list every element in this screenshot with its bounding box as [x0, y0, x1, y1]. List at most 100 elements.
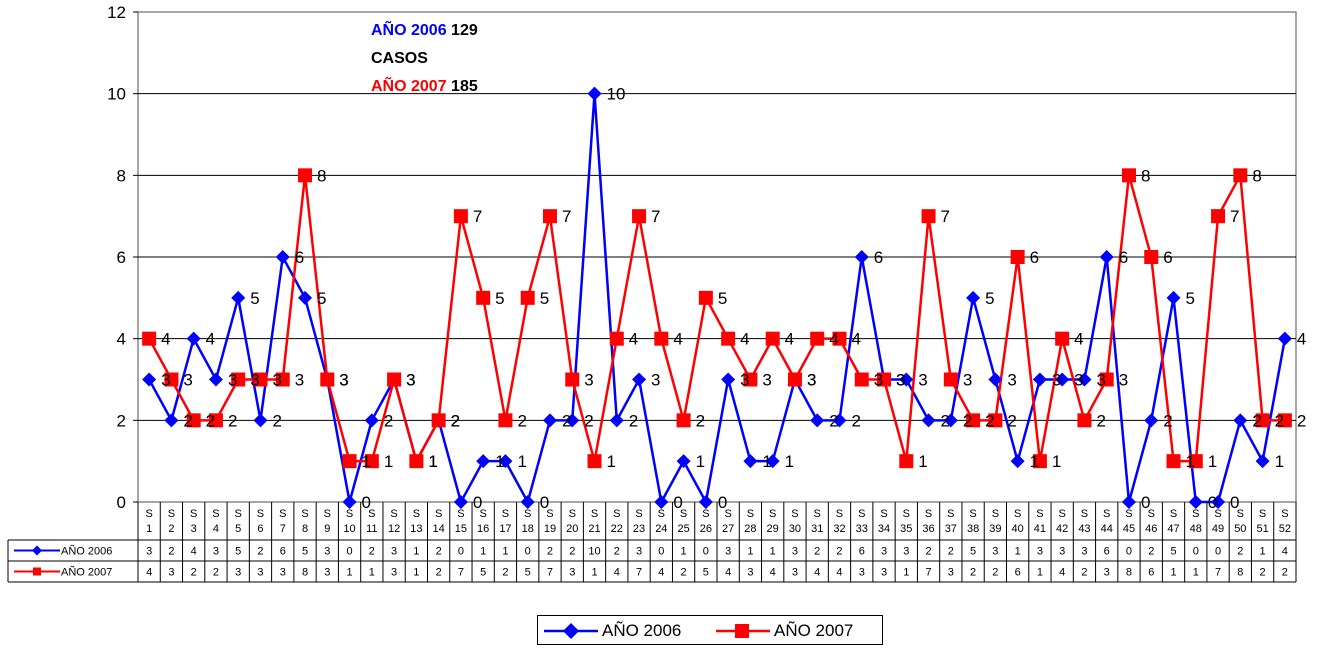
data-point	[743, 454, 758, 469]
data-point	[676, 454, 691, 469]
data-point	[1144, 250, 1159, 264]
table-cell-value: 2	[547, 546, 553, 558]
data-point	[721, 331, 736, 346]
annotation-2007: AÑO 2007 185	[371, 76, 478, 97]
table-cell-value: 5	[235, 546, 241, 558]
data-label: 1	[362, 452, 371, 471]
x-tick-label: S 22	[611, 508, 623, 535]
data-label: 2	[696, 411, 705, 430]
x-tick-label: S 30	[789, 508, 801, 535]
table-cell-value: 2	[681, 567, 687, 579]
x-tick-label: S 28	[744, 508, 756, 535]
data-label: 4	[851, 330, 860, 349]
table-cell-value: 2	[257, 546, 263, 558]
data-label: 5	[1186, 289, 1195, 308]
data-point	[298, 168, 313, 183]
data-label: 3	[807, 371, 816, 390]
data-label: 10	[607, 85, 626, 104]
x-tick-label: S 48	[1190, 508, 1202, 535]
table-cell-value: 2	[1237, 546, 1243, 558]
data-label: 4	[785, 330, 794, 349]
data-point	[810, 331, 825, 346]
table-cell-value: 2	[436, 546, 442, 558]
table-cell-value: 3	[725, 546, 731, 558]
data-point	[966, 290, 981, 305]
table-cell-value: 6	[1104, 546, 1110, 558]
data-label: 3	[295, 371, 304, 390]
data-label: 4	[629, 330, 638, 349]
data-label: 7	[1230, 207, 1239, 226]
data-point	[1099, 372, 1114, 387]
data-label: 8	[1252, 166, 1261, 185]
data-label: 4	[206, 330, 215, 349]
data-point	[231, 290, 246, 305]
table-cell-value: 1	[1037, 567, 1043, 579]
y-tick-label: 10	[107, 85, 126, 104]
table-cell-value: 2	[168, 546, 174, 558]
data-point	[1121, 495, 1136, 509]
x-tick-label: S 37	[945, 508, 957, 535]
data-point	[1277, 413, 1292, 428]
table-legend-marker	[33, 567, 41, 576]
legend-2007-label: AÑO 2007	[774, 621, 854, 640]
data-point	[1010, 250, 1025, 264]
table-cell-value: 7	[1215, 567, 1221, 579]
data-point	[810, 413, 825, 428]
table-cell-value: 3	[881, 546, 887, 558]
data-label: 4	[1297, 330, 1306, 349]
x-tick-label: S 49	[1212, 508, 1224, 535]
data-label: 0	[362, 493, 371, 512]
annotation-cases: CASOS	[371, 48, 428, 69]
table-cell-value: 2	[992, 567, 998, 579]
data-label: 3	[339, 371, 348, 390]
data-label: 2	[562, 411, 571, 430]
data-point	[654, 331, 669, 346]
table-cell-value: 2	[970, 567, 976, 579]
table-cell-value: 7	[925, 567, 931, 579]
data-point	[1277, 331, 1292, 346]
x-tick-label: S 14	[433, 508, 445, 535]
table-series-label: AÑO 2007	[61, 566, 112, 579]
data-point	[1188, 454, 1203, 469]
x-tick-label: S 29	[767, 508, 779, 535]
data-label: 1	[428, 452, 437, 471]
table-cell-value: 3	[1104, 567, 1110, 579]
y-tick-label: 6	[117, 248, 126, 267]
data-point	[698, 290, 713, 305]
data-point	[1233, 413, 1248, 428]
table-cell-value: 3	[792, 546, 798, 558]
table-cell-value: 0	[1215, 546, 1221, 558]
table-cell-value: 10	[588, 546, 600, 558]
data-label: 1	[1208, 452, 1217, 471]
data-label: 3	[1096, 371, 1105, 390]
data-point	[142, 372, 157, 387]
x-tick-label: S 10	[343, 508, 355, 535]
data-label: 2	[1297, 411, 1306, 430]
table-cell-value: 2	[1081, 567, 1087, 579]
table-legend-marker	[32, 545, 42, 556]
data-point	[1211, 209, 1226, 224]
table-cell-value: 0	[1126, 546, 1132, 558]
table-cell-value: 0	[458, 546, 464, 558]
table-cell-value: 2	[369, 546, 375, 558]
data-label: 3	[1052, 371, 1061, 390]
data-point	[1077, 372, 1092, 387]
data-point	[364, 413, 379, 428]
data-point	[1144, 413, 1159, 428]
legend-2006-label: AÑO 2006	[602, 621, 682, 640]
x-tick-label: S 33	[856, 508, 868, 535]
x-tick-label: S 19	[544, 508, 556, 535]
table-cell-value: 2	[213, 567, 219, 579]
data-point	[476, 454, 491, 469]
data-point	[609, 331, 624, 346]
data-label: 3	[584, 371, 593, 390]
data-label: 1	[762, 452, 771, 471]
x-tick-label: S 43	[1078, 508, 1090, 535]
x-tick-label: S 24	[655, 508, 667, 535]
x-tick-label: S 18	[522, 508, 534, 535]
table-cell-value: 0	[1193, 546, 1199, 558]
data-label: 0	[718, 493, 727, 512]
